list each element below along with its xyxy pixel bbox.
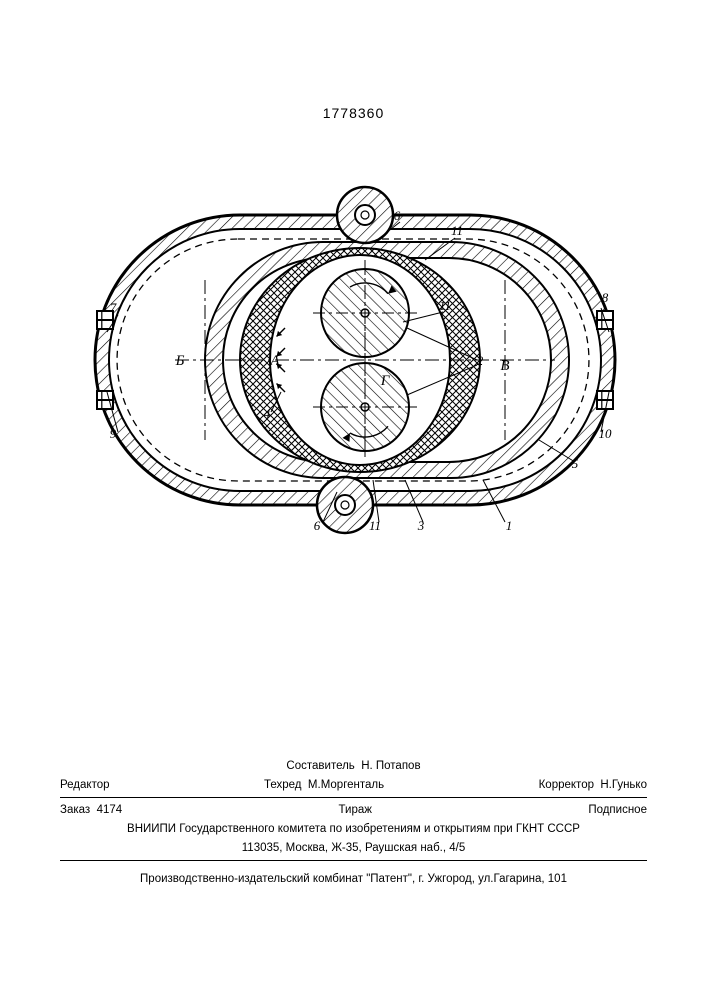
svg-text:11: 11 [451, 223, 463, 238]
svg-text:4: 4 [264, 406, 271, 421]
svg-text:3: 3 [417, 518, 425, 533]
patent-number: 1778360 [0, 105, 707, 121]
composer-name: Н. Потапов [361, 760, 420, 772]
publisher-line: Производственно-издательский комбинат "П… [60, 871, 647, 888]
svg-text:8: 8 [602, 290, 609, 305]
svg-text:9: 9 [110, 426, 117, 441]
svg-text:10: 10 [599, 426, 613, 441]
svg-text:1: 1 [506, 518, 513, 533]
techred-label: Техред [264, 779, 302, 791]
svg-text:7: 7 [110, 300, 117, 315]
svg-text:Г: Г [380, 373, 391, 389]
svg-text:Б: Б [175, 353, 185, 369]
svg-text:2: 2 [477, 353, 484, 368]
corrector-label: Корректор [539, 779, 594, 791]
editor-label: Редактор [60, 777, 110, 794]
org-address: 113035, Москва, Ж-35, Раушская наб., 4/5 [60, 840, 647, 857]
org-name: ВНИИПИ Государственного комитета по изоб… [60, 821, 647, 838]
svg-text:11: 11 [369, 518, 381, 533]
colophon-block: Составитель Н. Потапов Редактор Техред М… [60, 758, 647, 888]
order-label: Заказ [60, 804, 90, 816]
svg-text:В: В [500, 358, 509, 374]
technical-diagram: Б А Г В 6 11 7 8 9 10 5 1 3 11 6 2 11 4 [85, 160, 625, 560]
order-number: 4174 [97, 804, 123, 816]
svg-text:А: А [269, 353, 280, 369]
svg-text:6: 6 [394, 208, 401, 223]
svg-text:11: 11 [439, 298, 451, 313]
tirage-label: Тираж [339, 802, 372, 819]
corrector-name: Н.Гунько [600, 779, 647, 791]
svg-text:5: 5 [572, 456, 579, 471]
svg-text:6: 6 [314, 518, 321, 533]
subscription-label: Подписное [588, 802, 647, 819]
techred-name: М.Моргенталь [308, 779, 384, 791]
composer-label: Составитель [286, 760, 354, 772]
